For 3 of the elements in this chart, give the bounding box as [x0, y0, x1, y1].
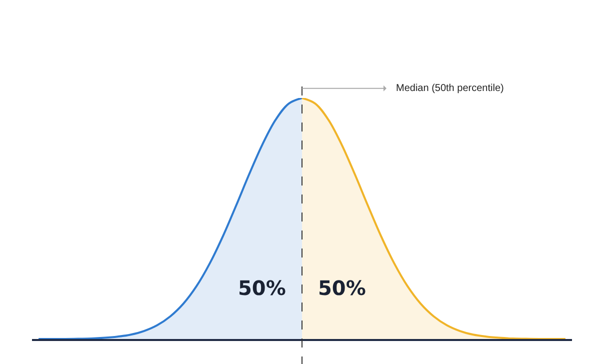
text: Median (50th percentile): [396, 83, 504, 94]
annotation: 50%: [318, 276, 366, 300]
annotation: 50%: [238, 276, 286, 300]
